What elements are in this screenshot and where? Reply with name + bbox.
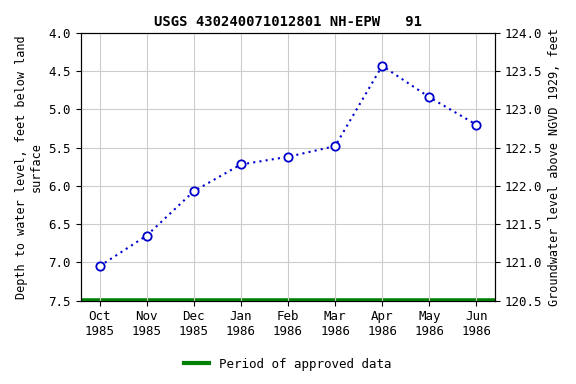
Y-axis label: Groundwater level above NGVD 1929, feet: Groundwater level above NGVD 1929, feet	[548, 28, 561, 306]
Legend: Period of approved data: Period of approved data	[179, 353, 397, 376]
Title: USGS 430240071012801 NH-EPW   91: USGS 430240071012801 NH-EPW 91	[154, 15, 422, 29]
Y-axis label: Depth to water level, feet below land
surface: Depth to water level, feet below land su…	[15, 35, 43, 299]
